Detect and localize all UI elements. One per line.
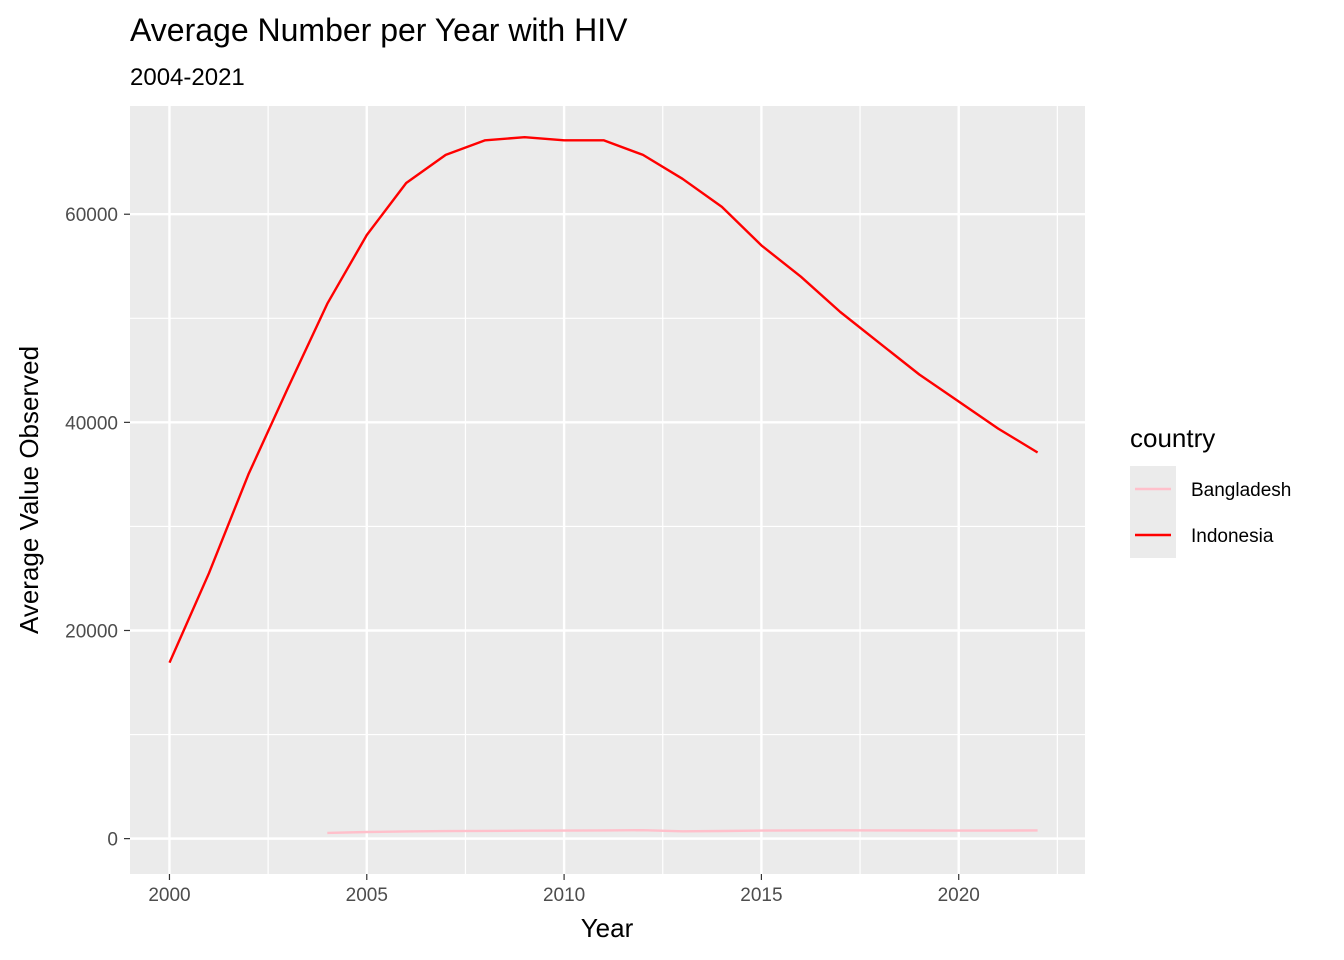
series-line-bangladesh: [327, 829, 1038, 835]
minor-gridlines: [130, 106, 1085, 874]
x-tick-label: 2010: [543, 885, 585, 906]
chart-title: Average Number per Year with HIV: [130, 12, 628, 48]
plot-panel: [130, 106, 1085, 874]
x-axis-title: Year: [581, 913, 634, 943]
y-tick-label: 20000: [65, 621, 118, 642]
y-tick-label: 0: [107, 830, 118, 851]
x-tick-label: 2015: [740, 885, 782, 906]
x-tick-label: 2005: [346, 885, 388, 906]
x-tick-label: 2020: [938, 885, 980, 906]
legend-label: Indonesia: [1191, 526, 1274, 547]
x-tick-label: 2000: [148, 885, 190, 906]
axis-ticks: [124, 213, 960, 880]
chart-subtitle: 2004-2021: [130, 64, 245, 91]
major-gridlines: [130, 106, 1085, 874]
legend-title: country: [1130, 423, 1215, 453]
y-axis-title: Average Value Observed: [14, 346, 44, 634]
legend: country Bangladesh Indonesia: [1130, 423, 1291, 558]
y-tick-label: 60000: [65, 205, 118, 226]
legend-label: Bangladesh: [1191, 480, 1291, 501]
series-lines: [168, 135, 1039, 835]
tick-labels: 2000 2005 2010 2015 2020 0 20000 40000 60000: [65, 205, 980, 906]
series-line-indonesia: [168, 135, 1039, 664]
y-tick-label: 40000: [65, 413, 118, 434]
